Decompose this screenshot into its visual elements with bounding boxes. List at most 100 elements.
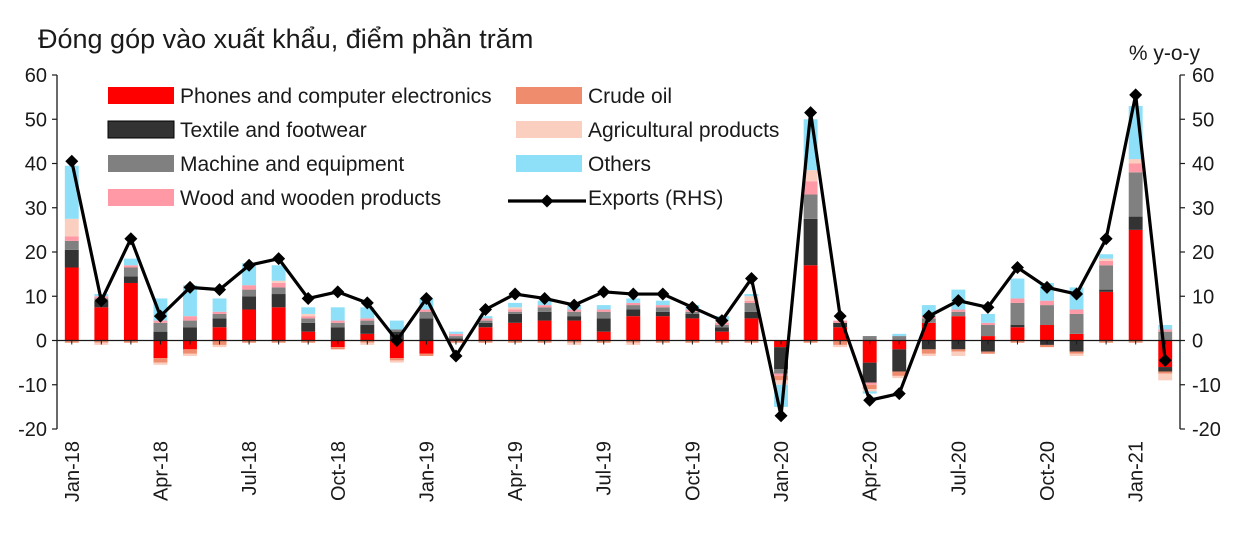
bar-segment [1069,333,1084,341]
exports-point [183,280,197,294]
legend-label: Agricultural products [588,119,779,142]
bar-segment [892,375,907,379]
bar-segment [183,353,197,356]
exports-point [272,252,286,266]
exports-point [744,272,758,286]
bar-segment [153,322,168,332]
legend-swatch [108,155,174,172]
bar-segment [242,285,257,290]
exports-point [479,303,493,317]
bar-segment [449,336,463,339]
bar-segment [1010,325,1025,328]
bar-segment [1128,159,1143,164]
y2-tick-label: 40 [1192,154,1214,176]
chart-title: Đóng góp vào xuất khẩu, điểm phần trăm [38,24,533,54]
bar-segment [360,320,375,326]
bar-segment [1010,278,1025,299]
x-tick-label: Jan-19 [416,441,438,502]
bar-segment [360,325,375,334]
bar-segment [123,276,138,283]
bar-segment [449,338,463,341]
bar-segment [242,289,257,297]
bar-segment [1010,327,1025,341]
axes-group: -20 -10 0 10 20 30 40 50 60 -20 -10 0 10 20 30 40 50 60 Ja… [18,65,1221,502]
exports-point [833,309,847,323]
bar-segment [301,318,316,323]
bar-segment [685,318,700,341]
x-tick-label: Oct-19 [682,441,704,501]
exports-point [449,349,463,363]
bar-segment [1128,172,1143,217]
bar-segment [123,258,138,266]
bar-segment [94,307,109,341]
bar-segment [1069,351,1084,354]
legend-label: Crude oil [588,85,672,108]
bar-segment [655,300,670,306]
bar-segment [1069,353,1084,356]
bar-segment [803,265,818,341]
bar-segment [301,322,316,332]
bar-segment [1040,300,1054,306]
bar-segment [714,327,729,332]
bar-segment [655,305,670,308]
bar-segment [921,353,936,356]
legend-label: Others [588,153,651,176]
bar-segment [123,282,138,341]
bar-segment [537,311,552,321]
bar-segment [1158,367,1173,372]
exports-point [1158,353,1172,367]
bar-segment [951,309,966,312]
bar-segment [596,318,611,332]
bar-segment [744,294,759,297]
bar-segment [596,309,611,312]
exports-point [1040,280,1054,294]
exports-point [951,294,965,308]
bar-segment [774,380,788,385]
bar-segment [1128,163,1143,173]
bar-segment [744,311,759,319]
bar-segment [1040,325,1054,341]
bar-segment [803,194,818,219]
y-tick-label: 40 [25,154,47,176]
bar-segment [892,336,907,341]
exports-point [567,298,581,312]
bar-segment [626,302,641,306]
bar-segment [449,331,463,334]
bar-segment [212,318,227,328]
y-tick-label: 50 [25,109,47,131]
legend-swatch [516,87,582,104]
legend-label: Textile and footwear [180,119,367,142]
y2-tick-label: -20 [1192,419,1221,441]
x-tick-label: Jan-21 [1126,441,1148,502]
exports-point [892,387,906,401]
bar-segment [389,360,404,363]
bar-segment [1099,289,1114,292]
bar-segment [271,294,286,308]
exports-point [1010,260,1024,274]
exports-point [922,309,936,323]
legend-swatch [107,120,175,139]
y2-tick-label: 50 [1192,109,1214,131]
bar-segment [183,340,197,350]
bar-segment [478,316,493,319]
y-tick-label: -20 [18,419,47,441]
bar-segment [301,331,316,341]
bar-segment [892,371,907,376]
exports-point [774,409,788,423]
bar-segment [242,309,257,341]
bar-segment [478,320,493,323]
bar-segment [64,240,79,250]
bar-segment [419,311,434,319]
bar-segment [892,333,907,337]
bar-segment [153,340,168,359]
bar-segment [1010,302,1025,326]
bar-segment [1158,331,1173,341]
bar-segment [685,313,700,319]
bar-segment [271,280,286,283]
exports-point [213,283,227,297]
bar-segment [774,373,788,376]
bar-segment [1128,229,1143,341]
bar-segment [862,340,877,363]
legend-swatch [516,121,582,138]
